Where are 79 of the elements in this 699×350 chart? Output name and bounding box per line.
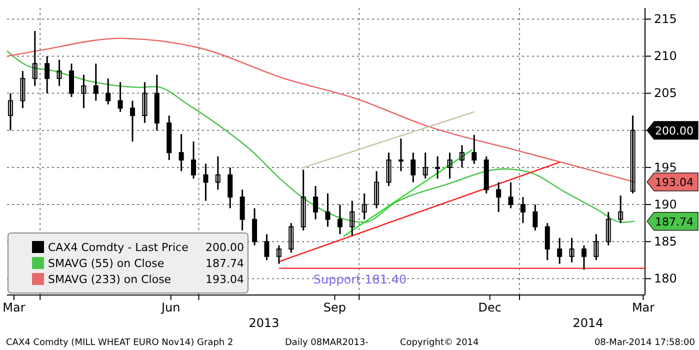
candlestick	[288, 222, 294, 254]
candlestick	[374, 170, 380, 209]
candlestick	[557, 237, 562, 265]
candlestick	[350, 200, 355, 236]
candlestick	[337, 204, 342, 235]
candlestick	[228, 166, 233, 209]
candlestick	[544, 222, 550, 261]
candlestick	[178, 133, 184, 172]
candlestick	[386, 152, 392, 187]
y-tick-label: 180	[654, 272, 677, 286]
text: 2013	[248, 316, 280, 330]
candlestick	[264, 233, 270, 261]
text: 200.00	[206, 241, 244, 254]
candlestick	[520, 196, 526, 224]
candlestick	[581, 244, 586, 271]
candlestick	[508, 182, 514, 209]
x-tick-label: Sep	[323, 300, 346, 315]
text: 200.00	[655, 124, 694, 138]
line-series	[6, 38, 636, 183]
y-tick-label: 185	[654, 234, 677, 248]
candlestick	[569, 237, 574, 264]
text: 2014	[572, 316, 604, 330]
data-label: 187.74	[655, 215, 694, 228]
text: Copyright© 2014	[400, 338, 480, 348]
text: 08-Mar-2014 17:58:00	[594, 338, 696, 348]
candlestick	[606, 211, 611, 246]
candlestick	[422, 152, 428, 180]
candlestick	[252, 207, 258, 246]
candlestick	[435, 156, 440, 180]
candlestick	[20, 70, 26, 109]
candlestick	[240, 188, 245, 232]
candlestick	[325, 192, 330, 228]
text: 193.04	[206, 273, 244, 286]
x-tick-label: Mar	[632, 300, 655, 315]
candlestick	[594, 233, 599, 261]
candlestick	[398, 138, 404, 172]
data-label: 193.04	[655, 176, 694, 189]
x-tick-label: Jun	[160, 300, 180, 315]
candlestick	[300, 168, 306, 232]
candlestick	[93, 62, 98, 102]
candlestick	[32, 30, 38, 87]
y-tick-label: 210	[654, 49, 677, 64]
candlestick	[276, 244, 282, 265]
text: Daily 08MAR2013-	[285, 338, 368, 348]
candlestick	[410, 152, 416, 184]
x-tick-label: Mar	[2, 300, 26, 315]
y-tick-label: 195	[654, 160, 677, 174]
legend-label: SMAVG (55) on Close	[48, 257, 164, 270]
y-tick-label: 215	[654, 12, 677, 26]
ref-line-label: Support 181.40	[313, 272, 407, 286]
y-tick-label: 190	[654, 197, 677, 212]
text: 187.74	[206, 257, 244, 270]
candlestick	[532, 204, 538, 232]
legend-label: SMAVG (233) on Close	[48, 273, 172, 286]
candlestick	[313, 185, 318, 220]
y-tick-label: 205	[654, 86, 677, 100]
candlestick	[8, 92, 13, 132]
candlestick	[68, 62, 74, 98]
candlestick	[191, 140, 196, 180]
candlestick	[142, 81, 148, 124]
x-tick-label: Dec	[478, 300, 502, 315]
candlestick	[118, 81, 123, 113]
candlestick	[203, 162, 208, 202]
candlestick	[447, 152, 452, 180]
candlestick	[215, 156, 220, 190]
candlestick	[81, 74, 86, 109]
text: CAX4 Comdty (MILL WHEAT EURO Nov14) Graph 2	[6, 338, 234, 348]
candlestick	[496, 182, 502, 213]
candlestick	[630, 114, 636, 194]
candlestick	[130, 100, 136, 142]
candlestick	[618, 194, 624, 224]
candlestick	[362, 192, 367, 220]
candlestick	[106, 78, 111, 106]
candlestick	[459, 144, 464, 168]
candlestick	[56, 59, 62, 87]
candlestick	[472, 134, 477, 164]
line-series	[6, 50, 636, 223]
candlestick	[44, 55, 50, 94]
legend-label: CAX4 Comdty - Last Price	[48, 241, 189, 254]
